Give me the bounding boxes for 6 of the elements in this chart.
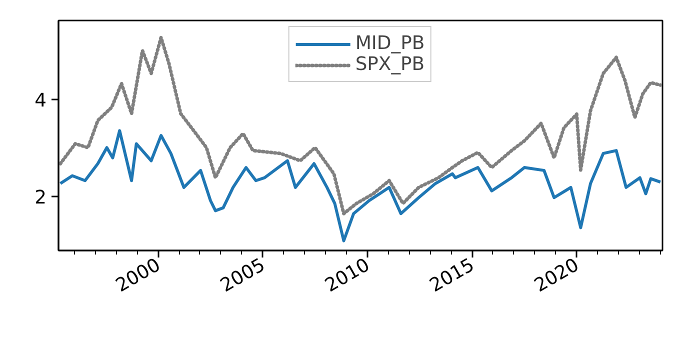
line-series xyxy=(58,36,662,216)
legend-label: MID_PB xyxy=(355,33,425,54)
line-series xyxy=(58,129,662,242)
legend-label: SPX_PB xyxy=(355,54,425,75)
y-tick-label: 4 xyxy=(34,90,47,112)
y-tick-label: 2 xyxy=(34,188,47,209)
